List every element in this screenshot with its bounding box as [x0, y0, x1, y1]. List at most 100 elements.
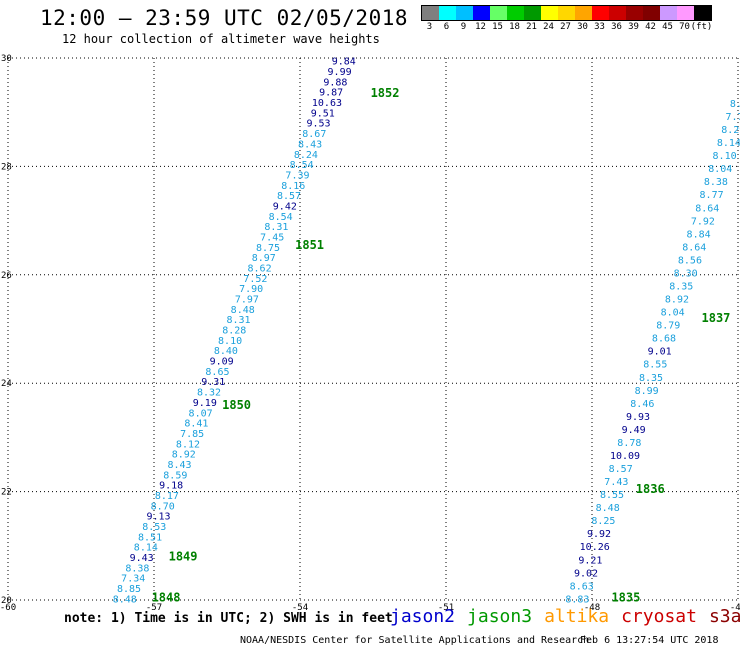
satellite-tracks: 8.488.857.348.389.438.148.518.539.138.70… [113, 57, 740, 606]
wave-height-value: 8.63 [570, 581, 594, 592]
wave-height-value: 7.97 [235, 295, 259, 306]
legend-swatch [473, 6, 490, 20]
legend-label: 24 [543, 22, 554, 32]
wave-height-value: 9.42 [273, 201, 297, 212]
wave-height-value: 9.18 [159, 481, 183, 492]
wave-height-value: 9.92 [587, 529, 611, 540]
wave-height-value: 7.70 [726, 112, 740, 123]
wave-height-value: 8.30 [674, 268, 698, 279]
wave-height-color-legend: 3 6 9 12 15 18 21 24 27 30 33 36 39 42 45 70 (ft) [421, 5, 712, 33]
legend-swatch [660, 6, 677, 20]
satellite-legend-jason2: jason2 [390, 606, 456, 627]
wave-height-value: 8.77 [700, 190, 724, 201]
wave-height-value: 8.48 [596, 503, 620, 514]
wave-height-value: 8.48 [113, 594, 137, 605]
wave-height-value: 8.55 [643, 360, 667, 371]
longitude-tick-label: -54 [292, 603, 308, 613]
wave-height-value: 9.09 [210, 357, 234, 368]
map-subtitle: 12 hour collection of altimeter wave hei… [62, 32, 380, 46]
wave-height-value: 8.83 [565, 594, 589, 605]
legend-swatch [456, 6, 473, 20]
wave-height-value: 8.46 [630, 399, 654, 410]
wave-height-value: 7.92 [691, 216, 715, 227]
wave-height-value: 8.29 [721, 125, 740, 136]
legend-swatch-bar [421, 5, 712, 21]
wave-height-value: 8.75 [256, 243, 280, 254]
wave-height-value: 8.67 [302, 129, 326, 140]
wave-height-value: 9.88 [323, 77, 347, 88]
wave-height-value: 8.48 [231, 305, 255, 316]
wave-height-value: 8.54 [290, 160, 314, 171]
wave-height-value: 9.53 [306, 119, 330, 130]
legend-swatch [490, 6, 507, 20]
legend-label: 15 [492, 22, 503, 32]
wave-height-value: 9.01 [648, 347, 672, 358]
legend-label: 70 [679, 22, 690, 32]
wave-height-value: 9.43 [130, 553, 154, 564]
longitude-tick-label: -45 [730, 603, 740, 613]
latitude-tick-label: 22 [1, 488, 12, 498]
legend-swatch [524, 6, 541, 20]
wave-height-value: 8.04 [661, 308, 685, 319]
wave-height-value: 8.54 [269, 212, 293, 223]
longitude-tick-label: -60 [0, 603, 16, 613]
satellite-legend-jason3: jason3 [467, 606, 533, 627]
wave-height-value: 8.35 [639, 373, 663, 384]
wave-height-value: 7.39 [285, 170, 309, 181]
wave-height-value: 8.55 [600, 490, 624, 501]
wave-height-value: 8.97 [252, 253, 276, 264]
legend-swatch [677, 6, 694, 20]
legend-label: 27 [560, 22, 571, 32]
wave-height-value: 7.34 [121, 574, 145, 585]
wave-height-value: 8.92 [665, 295, 689, 306]
wave-height-value: 8.59 [163, 470, 187, 481]
wave-height-value: 8.35 [669, 281, 693, 292]
wave-height-value: 8.31 [226, 315, 250, 326]
wave-height-value: 8.51 [138, 532, 162, 543]
legend-swatch [439, 6, 456, 20]
wave-height-value: 9.21 [578, 555, 602, 566]
map-title: 12:00 – 23:59 UTC 02/05/2018 [40, 6, 409, 30]
legend-label: 45 [662, 22, 673, 32]
legend-labels: 3 6 9 12 15 18 21 24 27 30 33 36 39 42 45 70 (ft) [421, 21, 713, 33]
legend-swatch [626, 6, 643, 20]
wave-height-value: 8.38 [704, 177, 728, 188]
wave-height-value: 8.25 [591, 516, 615, 527]
pass-time-label: 1848 [152, 590, 181, 604]
wave-height-value: 8.65 [205, 367, 229, 378]
wave-height-value: 10.26 [580, 542, 610, 553]
wave-height-value: 7.85 [180, 429, 204, 440]
axis-tick-labels: -60 -57 -54 -51 -48 -45 20 22 24 26 28 30 [0, 54, 740, 613]
longitude-tick-label: -57 [146, 603, 162, 613]
wave-height-value: 9.31 [201, 377, 225, 388]
legend-label: 30 [577, 22, 588, 32]
legend-label: 3 [426, 22, 433, 32]
legend-swatch [541, 6, 558, 20]
credit-line: NOAA/NESDIS Center for Satellite Applica… [240, 635, 590, 646]
wave-height-value: 8.04 [708, 164, 732, 175]
wave-height-value: 8.99 [635, 386, 659, 397]
latitude-tick-label: 28 [1, 162, 12, 172]
legend-label: (ft) [690, 22, 713, 32]
wave-height-value: 8.28 [222, 326, 246, 337]
wave-height-value: 8.68 [652, 334, 676, 345]
wave-height-value: 9.02 [574, 568, 598, 579]
wave-height-value: 8.24 [294, 150, 318, 161]
latitude-tick-label: 26 [1, 271, 12, 281]
wave-height-value: 8.57 [277, 191, 301, 202]
wave-height-value: 9.19 [193, 398, 217, 409]
map-grid [7, 57, 739, 601]
wave-height-value: 10.09 [610, 451, 640, 462]
wave-height-value: 8.85 [117, 584, 141, 595]
wave-height-value: 7.43 [604, 477, 628, 488]
latitude-tick-label: 30 [1, 54, 12, 64]
wave-height-value: 8.32 [197, 388, 221, 399]
wave-height-value: 8.64 [695, 203, 719, 214]
legend-label: 39 [628, 22, 639, 32]
wave-height-value: 8.92 [172, 450, 196, 461]
wave-height-value: 8.17 [155, 491, 179, 502]
wave-height-value: 9.87 [319, 88, 343, 99]
satellite-legend-altika: altika [544, 606, 610, 627]
wave-height-value: 10.63 [312, 98, 342, 109]
wave-height-value: 8.07 [189, 408, 213, 419]
